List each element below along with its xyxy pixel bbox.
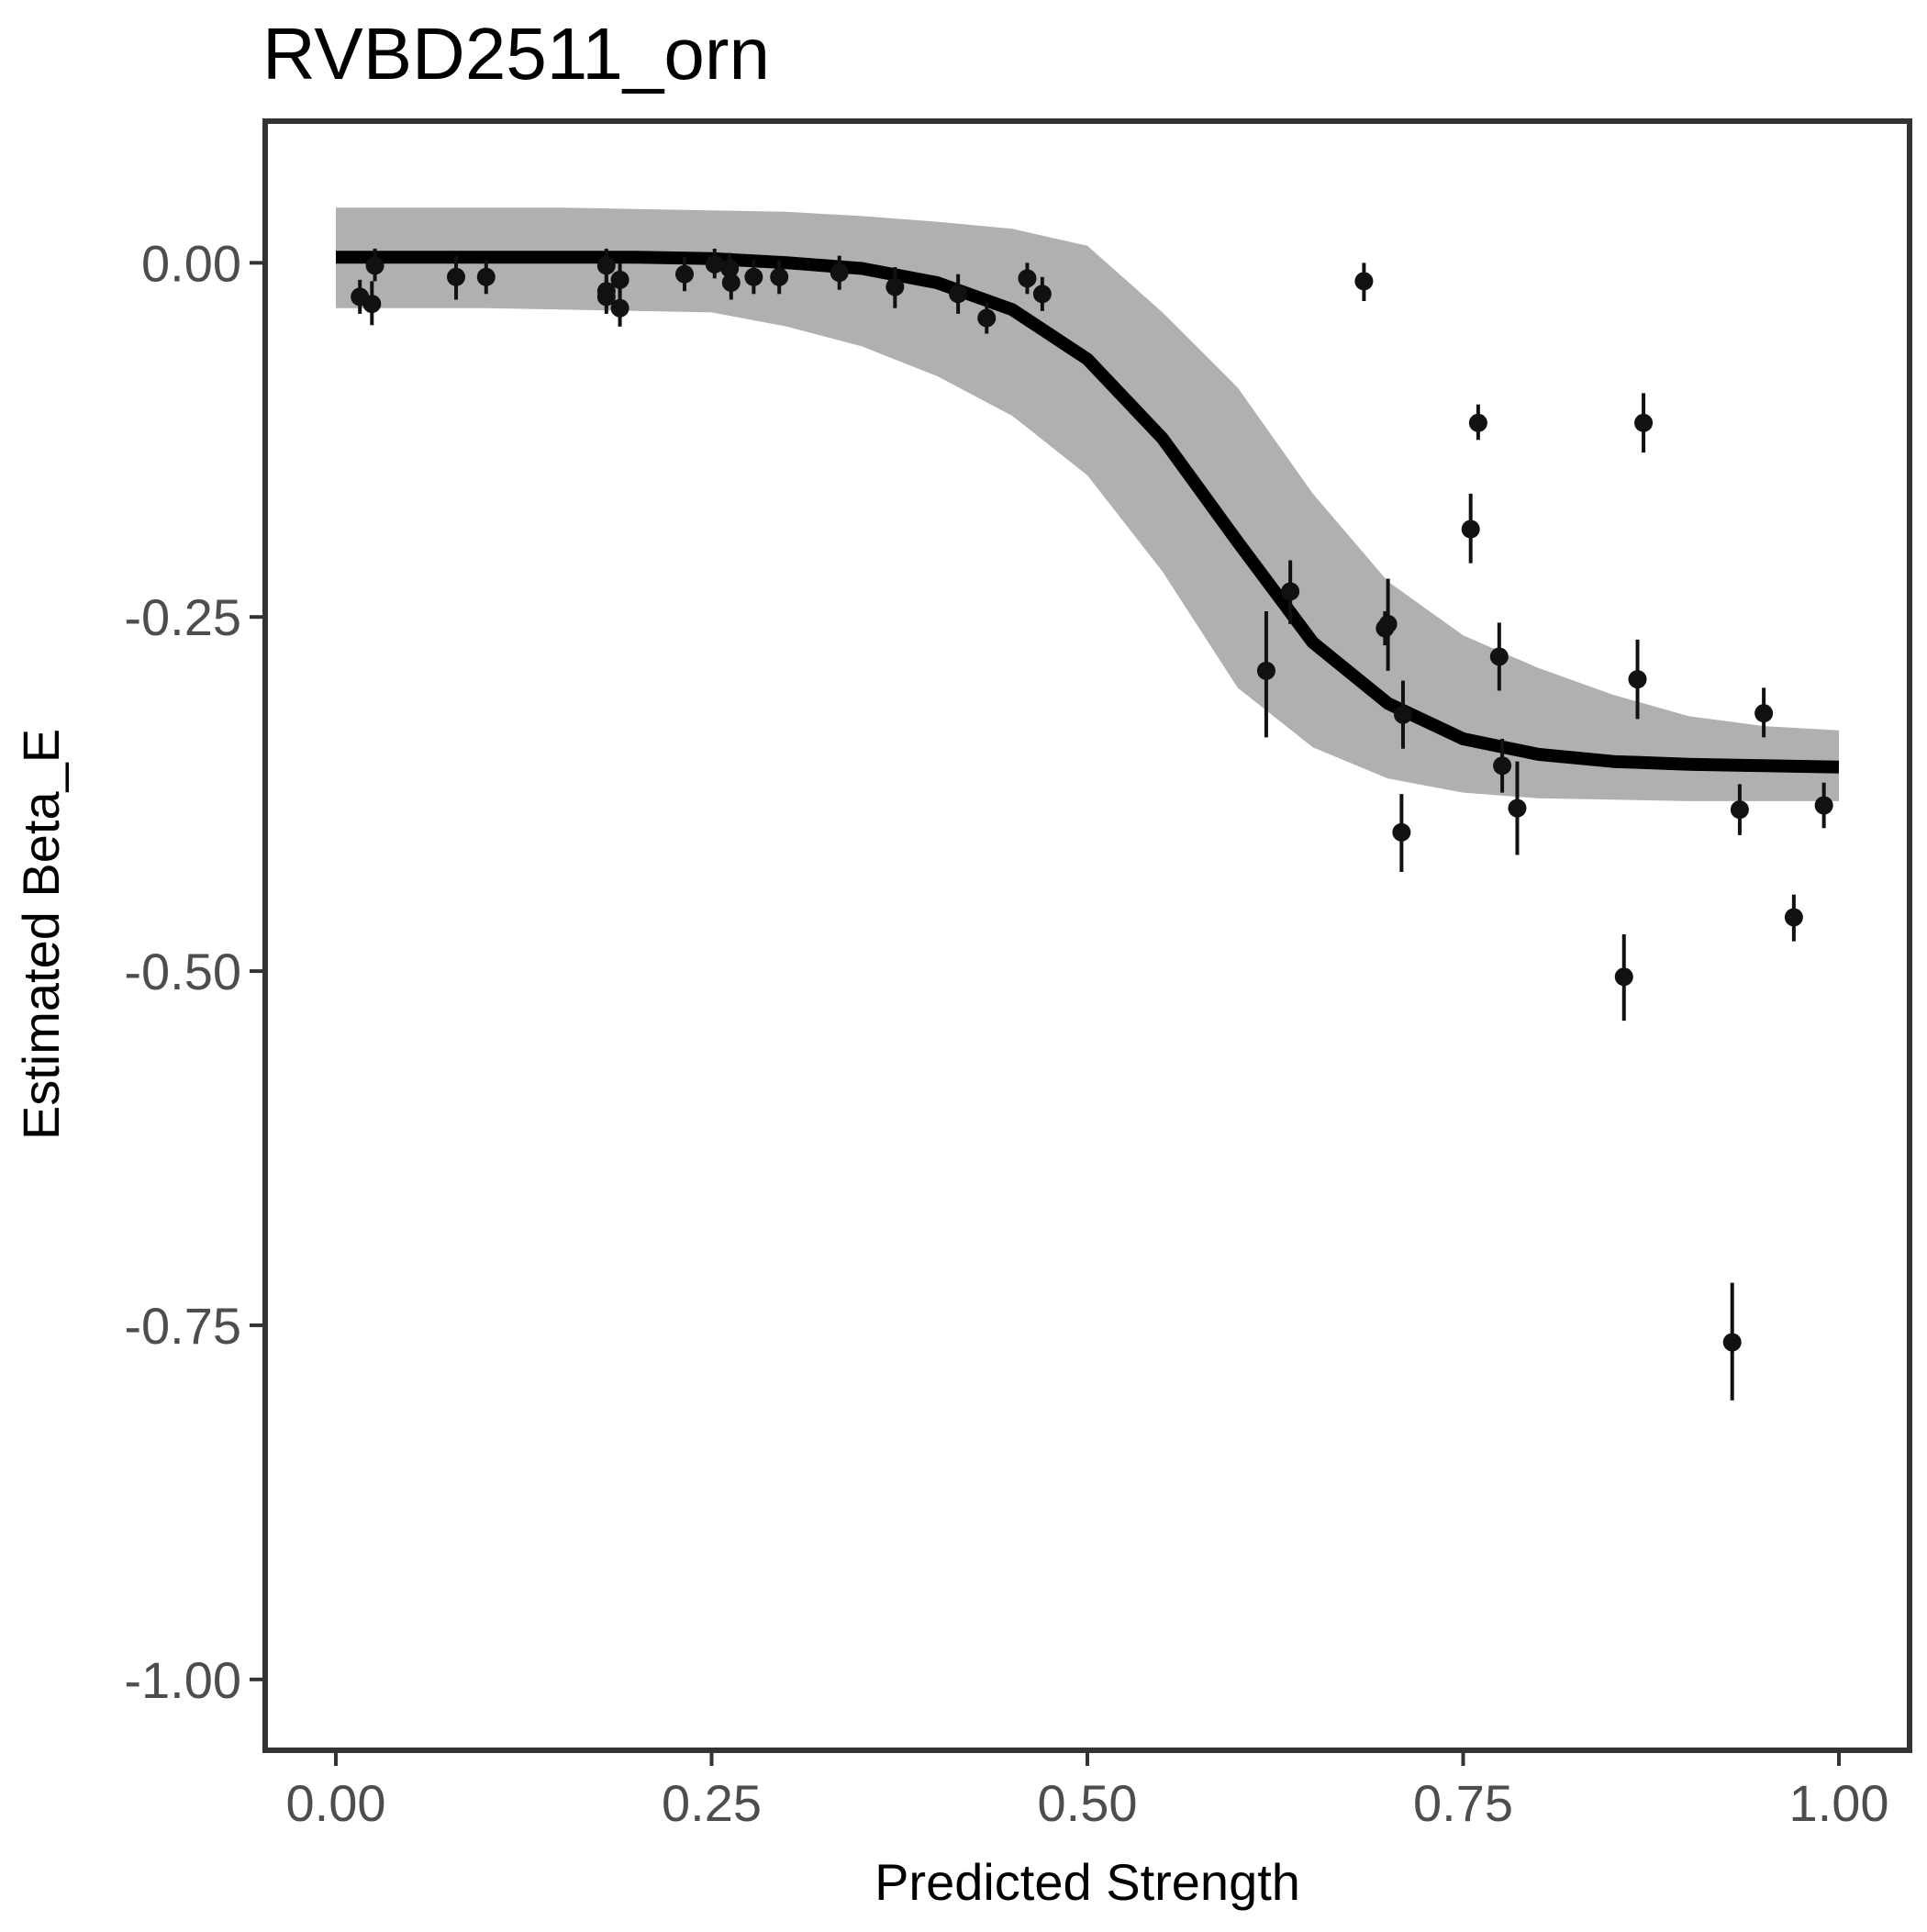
data-point — [1508, 761, 1527, 855]
point-marker — [1256, 661, 1275, 680]
x-axis-label: Predicted Strength — [874, 1853, 1300, 1911]
data-point — [1493, 738, 1512, 793]
point-marker — [1634, 413, 1654, 432]
data-point — [1489, 622, 1509, 691]
data-points-layer — [351, 248, 1833, 1401]
data-point — [1784, 894, 1803, 942]
point-marker — [476, 267, 496, 286]
y-axis: 0.00 -0.25 -0.50 -0.75 -1.00 — [124, 234, 262, 1709]
data-point — [1468, 404, 1487, 441]
data-point — [770, 260, 789, 295]
point-marker — [1730, 800, 1749, 820]
point-marker — [1754, 704, 1774, 723]
x-tick-label: 1.00 — [1789, 1774, 1889, 1832]
data-point — [977, 302, 997, 334]
point-marker — [830, 263, 849, 283]
data-point — [1754, 687, 1774, 738]
y-tick-label: 0.00 — [141, 234, 241, 292]
point-marker — [1722, 1333, 1742, 1352]
point-marker — [1461, 519, 1480, 539]
data-point — [1730, 784, 1749, 835]
data-point — [1392, 794, 1411, 873]
data-point — [610, 288, 629, 327]
data-point — [1614, 933, 1633, 1022]
point-marker — [596, 287, 616, 307]
point-marker — [1354, 272, 1374, 291]
point-marker — [1393, 705, 1412, 724]
point-marker — [770, 267, 789, 286]
fit-curve-layer — [336, 251, 1840, 774]
point-marker — [886, 277, 905, 296]
x-tick-label: 0.00 — [285, 1774, 385, 1832]
data-point — [1634, 393, 1654, 453]
data-point — [744, 260, 763, 295]
data-point — [1032, 276, 1052, 311]
point-marker — [1814, 796, 1833, 815]
panel-border — [262, 118, 1912, 1753]
fit-curve — [336, 251, 1840, 774]
data-point — [1461, 493, 1480, 564]
point-marker — [1468, 413, 1487, 432]
point-marker — [1784, 908, 1803, 927]
x-tick-label: 0.75 — [1413, 1774, 1513, 1832]
point-marker — [596, 256, 616, 275]
data-point — [1281, 560, 1300, 624]
data-point — [886, 266, 905, 308]
data-point — [362, 281, 382, 326]
y-tick-label: -0.50 — [124, 943, 241, 1000]
data-point — [675, 257, 695, 292]
point-marker — [977, 308, 997, 328]
confidence-ribbon-layer — [336, 207, 1839, 801]
point-marker — [447, 267, 466, 286]
point-marker — [1489, 647, 1509, 666]
data-point — [447, 255, 466, 300]
point-marker — [1493, 756, 1512, 776]
point-marker — [949, 285, 968, 304]
data-point — [365, 248, 384, 282]
point-marker — [675, 264, 695, 284]
chart-title: RVBD2511_orn — [262, 13, 770, 95]
data-point — [1628, 639, 1647, 720]
data-point — [1393, 680, 1412, 749]
point-marker — [1508, 798, 1527, 818]
data-point — [1378, 578, 1398, 671]
point-marker — [610, 298, 629, 318]
y-axis-label: Estimated Beta_E — [12, 729, 70, 1140]
data-point — [721, 265, 741, 300]
data-point — [476, 260, 496, 295]
point-marker — [362, 295, 382, 314]
y-tick-label: -0.25 — [124, 588, 241, 646]
x-tick-label: 0.25 — [662, 1774, 762, 1832]
point-marker — [1281, 582, 1300, 601]
point-marker — [1018, 269, 1037, 288]
point-marker — [1628, 670, 1647, 689]
point-marker — [1378, 614, 1398, 633]
point-marker — [705, 254, 724, 274]
data-point — [949, 274, 968, 314]
data-point — [705, 248, 724, 279]
point-marker — [610, 270, 629, 289]
point-marker — [1392, 822, 1411, 842]
data-point — [1722, 1282, 1742, 1401]
data-point — [1814, 782, 1833, 829]
y-tick-label: -0.75 — [124, 1297, 241, 1355]
data-point — [596, 279, 616, 314]
confidence-ribbon — [336, 207, 1839, 801]
point-marker — [744, 267, 763, 286]
data-point — [1018, 262, 1037, 295]
data-point — [1256, 611, 1275, 738]
point-marker — [365, 256, 384, 275]
y-tick-label: -1.00 — [124, 1651, 241, 1709]
data-point — [830, 255, 849, 290]
x-axis: 0.00 0.25 0.50 0.75 1.00 — [285, 1753, 1889, 1832]
point-marker — [721, 273, 741, 292]
point-marker — [1032, 285, 1052, 304]
x-tick-label: 0.50 — [1038, 1774, 1138, 1832]
data-point — [1354, 262, 1374, 302]
point-marker — [1614, 967, 1633, 987]
